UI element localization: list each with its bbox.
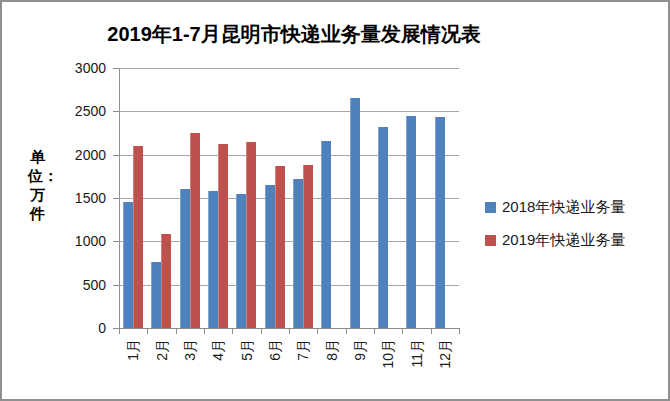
category-slot-9月 bbox=[346, 68, 374, 328]
bar-2018年快递业务量-2月 bbox=[151, 262, 161, 328]
y-tick-label-1000: 1000 bbox=[48, 232, 106, 250]
chart-area: 2019年1-7月昆明市快递业务量发展情况表 单位：万件 2018年快递业务量 … bbox=[2, 2, 668, 399]
bar-2019年快递业务量-3月 bbox=[190, 133, 200, 328]
bar-2018年快递业务量-7月 bbox=[293, 179, 303, 328]
bar-2019年快递业务量-6月 bbox=[275, 166, 285, 328]
legend-swatch-2018-icon bbox=[485, 202, 496, 213]
y-tick-label-1500: 1500 bbox=[48, 189, 106, 207]
bar-2018年快递业务量-9月 bbox=[350, 98, 360, 328]
bar-2018年快递业务量-11月 bbox=[406, 116, 416, 328]
bar-2018年快递业务量-4月 bbox=[208, 191, 218, 328]
x-tick-mark bbox=[232, 329, 233, 334]
bar-2019年快递业务量-4月 bbox=[218, 144, 228, 328]
x-axis-label-1月: 1月 bbox=[125, 339, 141, 361]
y-tick-label-2500: 2500 bbox=[48, 102, 106, 120]
bar-2018年快递业务量-1月 bbox=[123, 202, 133, 328]
bar-2019年快递业务量-5月 bbox=[246, 142, 256, 328]
y-tick-label-2000: 2000 bbox=[48, 146, 106, 164]
bar-2018年快递业务量-3月 bbox=[180, 189, 190, 328]
x-axis-label-9月: 9月 bbox=[352, 339, 368, 361]
x-axis-label-11月: 11月 bbox=[409, 339, 425, 368]
x-tick-mark bbox=[204, 329, 205, 334]
category-slot-11月 bbox=[402, 68, 430, 328]
category-slot-3月 bbox=[176, 68, 204, 328]
chart-frame: 2019年1-7月昆明市快递业务量发展情况表 单位：万件 2018年快递业务量 … bbox=[0, 0, 670, 401]
x-axis-label-2月: 2月 bbox=[154, 339, 170, 361]
category-slot-7月 bbox=[289, 68, 317, 328]
y-tick-label-500: 500 bbox=[48, 276, 106, 294]
chart-title: 2019年1-7月昆明市快递业务量发展情况表 bbox=[2, 21, 586, 49]
bar-2019年快递业务量-7月 bbox=[303, 165, 313, 328]
y-tick-label-0: 0 bbox=[48, 319, 106, 337]
x-axis-label-7月: 7月 bbox=[295, 339, 311, 361]
category-slot-8月 bbox=[317, 68, 345, 328]
x-tick-mark bbox=[261, 329, 262, 334]
x-axis-label-8月: 8月 bbox=[324, 339, 340, 361]
x-axis-label-6月: 6月 bbox=[267, 339, 283, 361]
bar-2018年快递业务量-6月 bbox=[265, 185, 275, 328]
category-slot-6月 bbox=[261, 68, 289, 328]
legend: 2018年快递业务量 2019年快递业务量 bbox=[485, 198, 625, 250]
x-tick-mark bbox=[289, 329, 290, 334]
bar-2019年快递业务量-2月 bbox=[161, 234, 171, 328]
bar-2018年快递业务量-5月 bbox=[236, 194, 246, 328]
bar-2018年快递业务量-10月 bbox=[378, 127, 388, 328]
bar-2019年快递业务量-1月 bbox=[133, 146, 143, 328]
category-slot-12月 bbox=[431, 68, 459, 328]
category-slot-5月 bbox=[232, 68, 260, 328]
x-tick-mark bbox=[459, 329, 460, 334]
x-tick-mark bbox=[317, 329, 318, 334]
legend-swatch-2019-icon bbox=[485, 235, 496, 246]
category-slot-10月 bbox=[374, 68, 402, 328]
x-axis-label-10月: 10月 bbox=[380, 339, 396, 369]
x-tick-mark bbox=[431, 329, 432, 334]
x-axis-label-3月: 3月 bbox=[182, 339, 198, 361]
x-tick-mark bbox=[147, 329, 148, 334]
x-tick-mark bbox=[176, 329, 177, 334]
legend-label-2018: 2018年快递业务量 bbox=[502, 198, 625, 217]
x-tick-mark bbox=[119, 329, 120, 334]
bar-2018年快递业务量-8月 bbox=[321, 141, 331, 328]
x-tick-mark bbox=[346, 329, 347, 334]
x-tick-mark bbox=[374, 329, 375, 334]
y-tick-label-3000: 3000 bbox=[48, 59, 106, 77]
category-slot-1月 bbox=[119, 68, 147, 328]
legend-item-2019: 2019年快递业务量 bbox=[485, 231, 625, 250]
y-axis-title: 单位：万件 bbox=[28, 147, 47, 223]
category-slot-2月 bbox=[147, 68, 175, 328]
x-axis-label-5月: 5月 bbox=[239, 339, 255, 361]
x-axis-label-12月: 12月 bbox=[437, 339, 453, 369]
x-tick-mark bbox=[402, 329, 403, 334]
bar-2018年快递业务量-12月 bbox=[435, 117, 445, 328]
legend-label-2019: 2019年快递业务量 bbox=[502, 231, 625, 250]
legend-item-2018: 2018年快递业务量 bbox=[485, 198, 625, 217]
category-slot-4月 bbox=[204, 68, 232, 328]
x-axis-label-4月: 4月 bbox=[210, 339, 226, 361]
